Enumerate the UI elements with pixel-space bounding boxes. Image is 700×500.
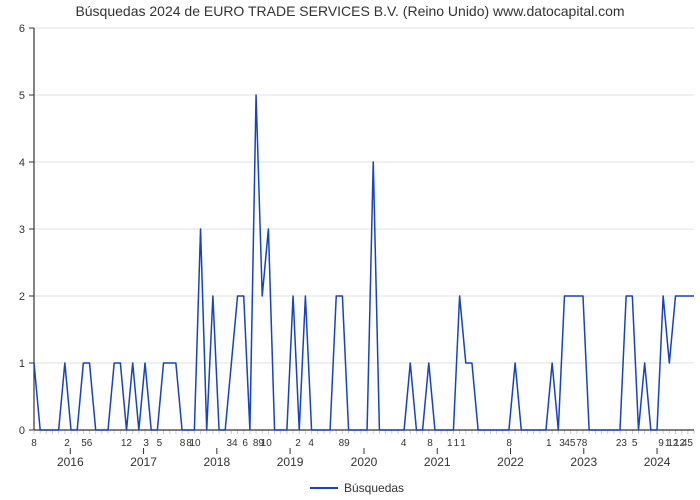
x-point-label: 5	[632, 438, 638, 449]
x-year-label: 2017	[130, 455, 157, 469]
x-point-label: 10	[189, 438, 201, 449]
y-tick-label: 2	[19, 291, 25, 303]
x-point-label: 89	[339, 438, 351, 449]
x-year-label: 2018	[203, 455, 230, 469]
x-point-label: 34	[226, 438, 238, 449]
x-point-label: 12	[121, 438, 133, 449]
x-year-label: 2022	[497, 455, 524, 469]
x-point-label: 9	[658, 438, 664, 449]
chart-svg: Búsquedas 2024 de EURO TRADE SERVICES B.…	[0, 0, 700, 500]
y-tick-label: 1	[19, 358, 25, 370]
x-point-label: 45	[682, 438, 694, 449]
x-year-label: 2024	[644, 455, 671, 469]
line-chart: Búsquedas 2024 de EURO TRADE SERVICES B.…	[0, 0, 700, 500]
x-year-label: 2023	[570, 455, 597, 469]
x-year-label: 2016	[57, 455, 84, 469]
x-point-label: 1	[546, 438, 552, 449]
y-tick-label: 4	[19, 157, 25, 169]
x-point-label: 78	[576, 438, 588, 449]
x-year-label: 2019	[277, 455, 304, 469]
x-point-label: 8	[427, 438, 433, 449]
x-point-label: 1	[460, 438, 466, 449]
x-point-label: 1	[447, 438, 453, 449]
y-tick-label: 3	[19, 224, 25, 236]
legend-label: Búsquedas	[344, 481, 404, 495]
x-year-label: 2020	[351, 455, 378, 469]
x-point-label: 56	[81, 438, 93, 449]
y-tick-label: 6	[19, 23, 25, 35]
x-point-label: 4	[308, 438, 314, 449]
y-tick-label: 0	[19, 425, 25, 437]
x-point-label: 8	[31, 438, 37, 449]
x-point-label: 2	[295, 438, 301, 449]
x-point-label: 23	[616, 438, 628, 449]
x-point-label: 2	[64, 438, 70, 449]
x-point-label: 3	[143, 438, 149, 449]
x-year-label: 2021	[424, 455, 451, 469]
chart-title: Búsquedas 2024 de EURO TRADE SERVICES B.…	[75, 3, 624, 19]
x-point-label: 5	[157, 438, 163, 449]
x-point-label: 10	[261, 438, 273, 449]
x-point-label: 4	[401, 438, 407, 449]
y-tick-label: 5	[19, 90, 25, 102]
x-point-label: 8	[180, 438, 186, 449]
x-point-label: 1	[454, 438, 460, 449]
x-point-label: 6	[242, 438, 248, 449]
x-point-label: 45	[564, 438, 576, 449]
x-point-label: 8	[506, 438, 512, 449]
